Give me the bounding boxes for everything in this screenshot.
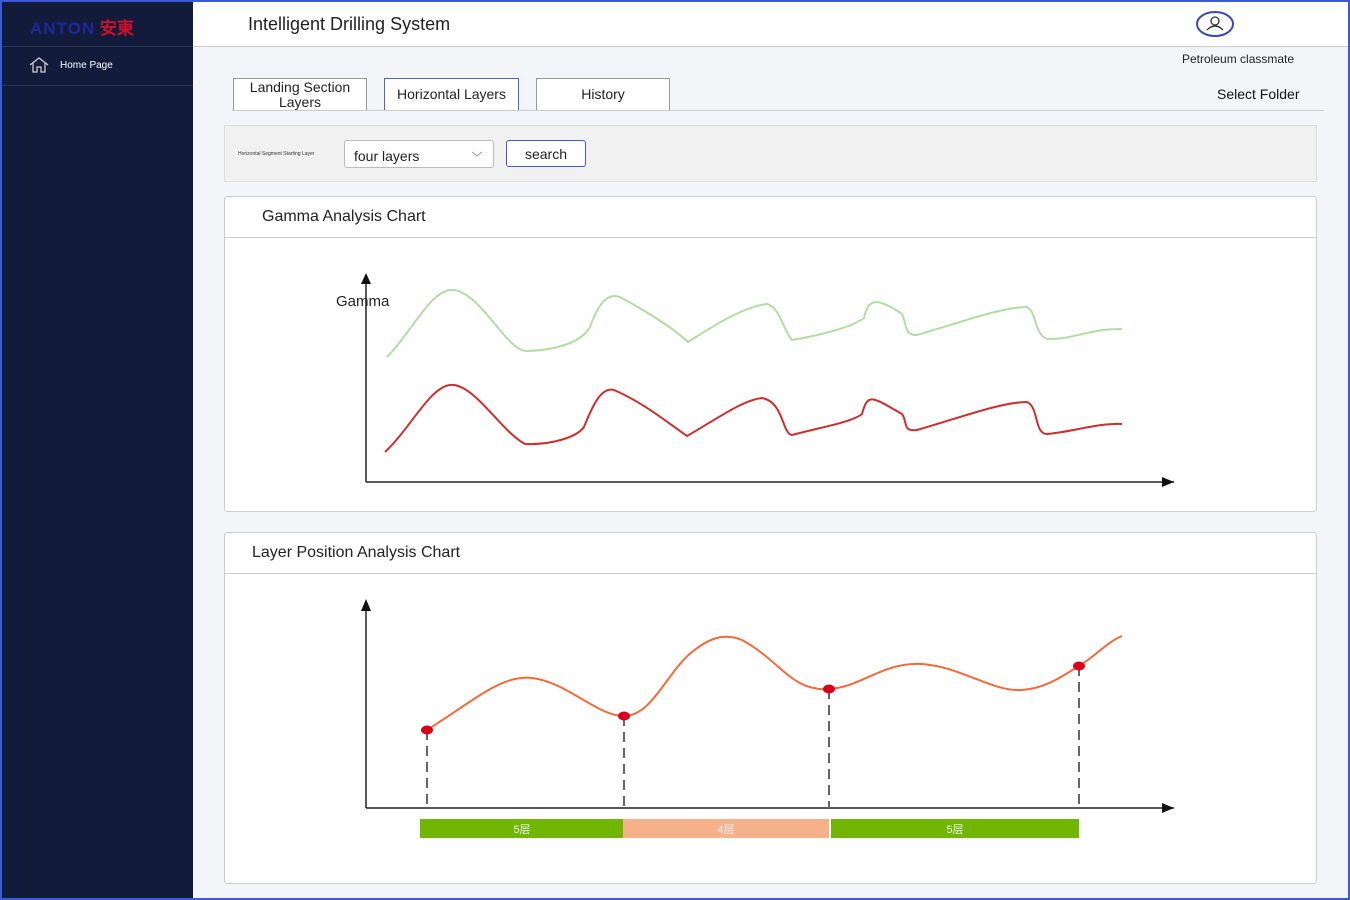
panel-title: Gamma Analysis Chart bbox=[225, 197, 1316, 238]
menu-item[interactable]: Home Page bbox=[2, 46, 193, 86]
layer-band bbox=[420, 819, 623, 838]
axis-arrows bbox=[361, 599, 1174, 813]
chevron bbox=[471, 151, 483, 157]
band-labels: 5层 4层 5层 bbox=[513, 823, 963, 836]
red-curve bbox=[384, 383, 1123, 453]
header: Intelligent Drilling System bbox=[193, 2, 1348, 47]
band-label: 5层 bbox=[513, 823, 530, 836]
gamma-panel: Gamma Analysis Chart bbox=[224, 196, 1317, 512]
avatar[interactable] bbox=[1195, 10, 1235, 38]
sidebar: ANTON 安東 Home Page bbox=[2, 2, 193, 898]
tab[interactable]: Landing Section Layers bbox=[233, 78, 367, 110]
band-label: 4层 bbox=[717, 823, 734, 836]
search-button[interactable]: search bbox=[506, 140, 586, 167]
layer-points bbox=[421, 661, 1085, 735]
logo-chinese: 安東 bbox=[99, 19, 134, 38]
logo: ANTON 安東 bbox=[30, 14, 134, 39]
logo-latin: ANTON bbox=[30, 19, 96, 38]
layer-axes bbox=[365, 602, 1174, 809]
layer-curve bbox=[426, 635, 1123, 731]
axis-label: Gamma bbox=[336, 293, 390, 310]
tab-rule bbox=[232, 110, 1324, 111]
filter-bar: Horizontal Segment Starting Layer four l… bbox=[224, 125, 1317, 182]
layer-band bbox=[831, 819, 1079, 838]
select-value: four layers bbox=[354, 148, 420, 164]
home-icon bbox=[29, 57, 49, 73]
green-curve bbox=[386, 288, 1123, 358]
menu-label: Home Page bbox=[60, 60, 113, 71]
select-folder[interactable]: Select Folder bbox=[1217, 86, 1300, 102]
panel-title: Layer Position Analysis Chart bbox=[225, 533, 1316, 574]
gamma-axes bbox=[365, 276, 1174, 483]
filter-label: Horizontal Segment Starting Layer bbox=[238, 151, 315, 157]
band-label: 5层 bbox=[946, 823, 963, 836]
tab[interactable]: Horizontal Layers bbox=[384, 78, 519, 110]
user-name: Petroleum classmate bbox=[1182, 52, 1295, 66]
app-title: Intelligent Drilling System bbox=[248, 14, 451, 34]
drop-lines bbox=[426, 666, 1080, 808]
tab[interactable]: History bbox=[536, 78, 670, 110]
layer-band bbox=[623, 819, 829, 838]
select[interactable]: four layers bbox=[344, 140, 494, 168]
